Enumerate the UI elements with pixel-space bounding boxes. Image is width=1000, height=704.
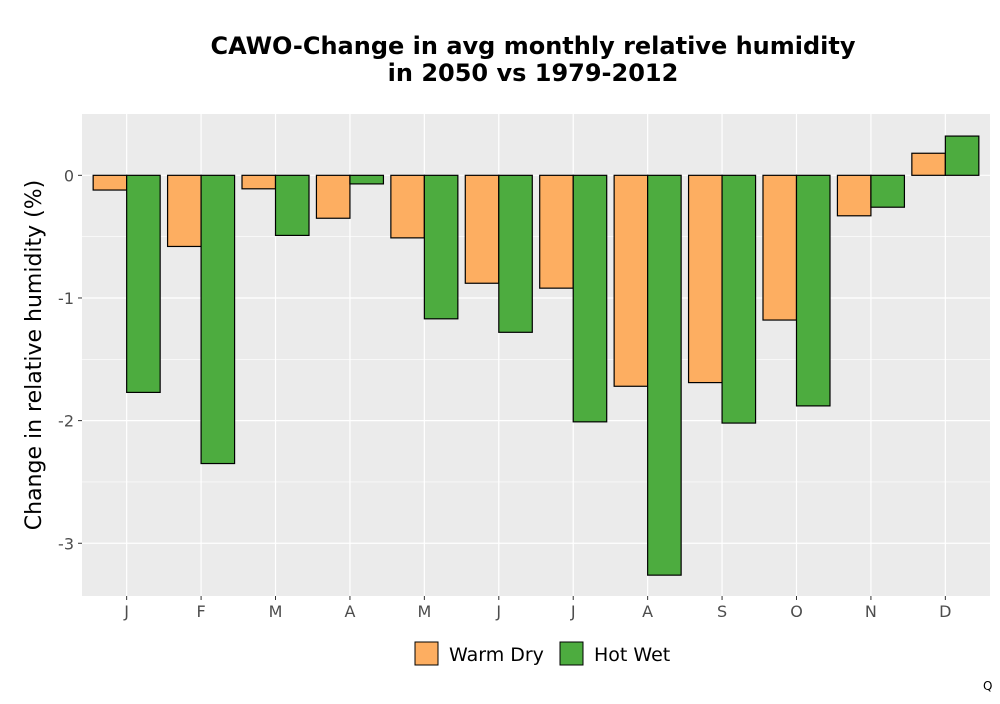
x-tick-label: J bbox=[570, 602, 576, 621]
y-tick-label: -3 bbox=[58, 534, 74, 553]
chart-title-line-2: in 2050 vs 1979-2012 bbox=[388, 59, 679, 87]
bar-hot-wet bbox=[870, 174, 906, 208]
bar-hot-wet bbox=[126, 174, 161, 394]
y-axis-title: Change in relative humidity (%) bbox=[22, 180, 47, 530]
x-tick-label: M bbox=[417, 602, 431, 621]
x-tick-label: N bbox=[865, 602, 877, 621]
x-tick-label: O bbox=[790, 602, 803, 621]
bar-warm-dry bbox=[762, 174, 798, 321]
legend-swatch-hot-wet bbox=[559, 641, 584, 666]
legend-label-hot-wet: Hot Wet bbox=[594, 644, 670, 666]
legend-swatch-warm-dry bbox=[414, 641, 439, 666]
y-tick-label: -1 bbox=[58, 289, 74, 308]
bar-warm-dry bbox=[613, 174, 649, 387]
bar-warm-dry bbox=[315, 174, 351, 219]
bar-hot-wet bbox=[944, 135, 980, 176]
corner-mark: Q bbox=[983, 679, 992, 693]
chart-title-line-1: CAWO-Change in avg monthly relative humi… bbox=[210, 32, 855, 60]
bar-warm-dry bbox=[464, 174, 500, 284]
bar-warm-dry bbox=[241, 174, 277, 190]
y-tick-label: 0 bbox=[64, 166, 74, 185]
x-tick-label: F bbox=[196, 602, 205, 621]
bar-hot-wet bbox=[274, 174, 310, 237]
bar-hot-wet bbox=[721, 174, 757, 424]
bar-warm-dry bbox=[92, 174, 128, 191]
bar-hot-wet bbox=[423, 174, 459, 320]
bar-hot-wet bbox=[647, 174, 682, 576]
bar-warm-dry bbox=[539, 174, 574, 289]
bar-warm-dry bbox=[836, 174, 872, 217]
legend-label-warm-dry: Warm Dry bbox=[449, 644, 544, 666]
bar-hot-wet bbox=[349, 174, 385, 185]
x-tick-label: M bbox=[269, 602, 283, 621]
bar-hot-wet bbox=[200, 174, 236, 465]
bar-warm-dry bbox=[166, 174, 202, 248]
bar-hot-wet bbox=[795, 174, 831, 407]
bar-hot-wet bbox=[572, 174, 608, 423]
bar-warm-dry bbox=[687, 174, 723, 384]
bar-hot-wet bbox=[498, 174, 533, 333]
bar-warm-dry bbox=[911, 152, 946, 176]
x-tick-label: S bbox=[717, 602, 727, 621]
x-tick-label: J bbox=[495, 602, 501, 621]
axes: 0 -1 -2 -3 J F M A M J J A S O N D bbox=[58, 166, 951, 621]
bars bbox=[92, 135, 980, 576]
y-tick-label: -2 bbox=[58, 412, 74, 431]
bar-warm-dry bbox=[390, 174, 425, 239]
x-tick-label: A bbox=[344, 602, 355, 621]
x-tick-label: J bbox=[123, 602, 129, 621]
x-tick-label: D bbox=[939, 602, 951, 621]
x-tick-label: A bbox=[642, 602, 653, 621]
legend: Warm Dry Hot Wet bbox=[414, 641, 670, 666]
